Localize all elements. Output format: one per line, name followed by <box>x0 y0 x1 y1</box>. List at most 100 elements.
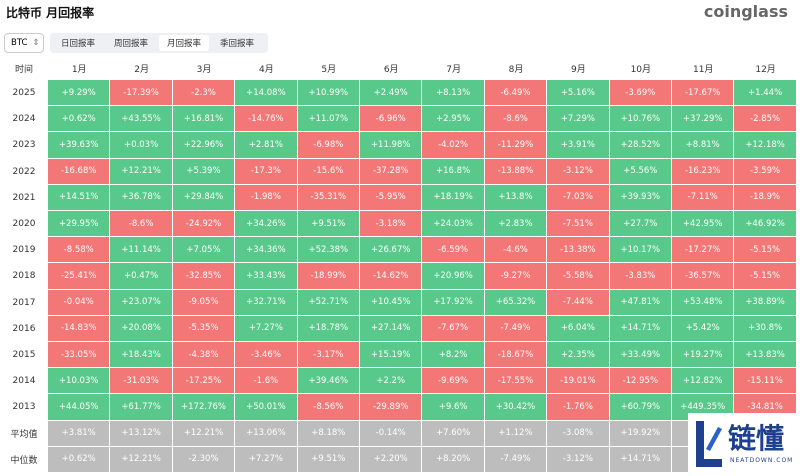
period-tab[interactable]: 周回报率 <box>113 39 148 49</box>
return-cell: +5.39% <box>172 158 235 184</box>
return-cell: -15.6% <box>297 158 359 184</box>
column-header: 1月 <box>71 64 87 75</box>
return-cell: -24.92% <box>172 211 235 237</box>
return-cell: -1.98% <box>235 184 297 210</box>
return-cell: -9.27% <box>484 263 547 289</box>
return-cell: +34.36% <box>235 237 297 263</box>
coin-selector[interactable]: BTC ⇕ <box>4 33 44 53</box>
return-cell: -8.56% <box>297 394 359 420</box>
summary-cell: +1.12% <box>484 420 547 446</box>
return-cell: -11.29% <box>484 132 547 158</box>
return-cell: +12.21% <box>110 158 172 184</box>
return-cell: +2.2% <box>360 368 422 394</box>
return-cell: +2.81% <box>235 132 297 158</box>
return-cell: -9.69% <box>422 368 484 394</box>
return-cell: +10.45% <box>360 289 422 315</box>
column-header: 2月 <box>134 64 149 75</box>
return-cell: -0.04% <box>48 289 110 315</box>
row-label: 2017 <box>12 297 36 308</box>
return-cell: +39.63% <box>48 132 110 158</box>
return-cell: +172.76% <box>172 394 235 420</box>
summary-cell: -3.12% <box>547 446 609 472</box>
return-cell: -16.68% <box>48 158 110 184</box>
row-label: 2025 <box>12 88 36 99</box>
watermark-url: NEATDOWN.COM <box>730 457 794 464</box>
return-cell: +12.18% <box>734 132 796 158</box>
row-label: 2015 <box>12 350 36 361</box>
return-cell: +17.92% <box>422 289 484 315</box>
summary-cell: +13.12% <box>110 420 172 446</box>
return-cell: -5.58% <box>547 263 609 289</box>
return-cell: -19.01% <box>547 368 609 394</box>
return-cell: +33.49% <box>609 342 671 368</box>
return-cell: +1.44% <box>734 80 796 106</box>
return-cell: +28.52% <box>609 132 671 158</box>
return-cell: -1.76% <box>547 394 609 420</box>
return-cell: -31.03% <box>110 368 172 394</box>
return-cell: -3.69% <box>609 80 671 106</box>
return-cell: -3.83% <box>609 263 671 289</box>
watermark-text: 链懂 <box>728 422 785 455</box>
summary-cell: +0.62% <box>48 446 110 472</box>
row-label: 2023 <box>12 140 36 151</box>
return-cell: +7.27% <box>235 315 297 341</box>
period-tab[interactable]: 日回报率 <box>60 39 95 49</box>
row-label: 中位数 <box>10 456 38 467</box>
row-label: 2022 <box>12 166 36 177</box>
column-header: 7月 <box>446 64 461 75</box>
return-cell: -17.67% <box>672 80 734 106</box>
return-cell: +2.35% <box>547 342 609 368</box>
return-cell: +27.14% <box>360 315 422 341</box>
summary-cell: +2.20% <box>360 446 422 472</box>
return-cell: +33.43% <box>235 263 297 289</box>
return-cell: +37.29% <box>672 106 734 132</box>
return-cell: -14.62% <box>360 263 422 289</box>
return-cell: -6.98% <box>297 132 359 158</box>
return-cell: +14.08% <box>235 80 297 106</box>
watermark: 链懂 NEATDOWN.COM <box>688 413 800 476</box>
return-cell: -7.44% <box>547 289 609 315</box>
return-cell: +47.81% <box>609 289 671 315</box>
return-cell: -2.3% <box>172 80 235 106</box>
row-label: 2018 <box>12 271 36 282</box>
return-cell: -1.6% <box>235 368 297 394</box>
return-cell: +44.05% <box>48 394 110 420</box>
return-cell: +26.67% <box>360 237 422 263</box>
return-cell: +10.76% <box>609 106 671 132</box>
row-label: 2020 <box>12 219 36 230</box>
row-label: 2014 <box>12 376 36 387</box>
return-cell: +6.04% <box>547 315 609 341</box>
return-cell: +18.19% <box>422 184 484 210</box>
return-cell: +52.38% <box>297 237 359 263</box>
summary-cell: +12.21% <box>110 446 172 472</box>
period-tab[interactable]: 季回报率 <box>219 39 254 49</box>
return-cell: +11.07% <box>297 106 359 132</box>
return-cell: +50.01% <box>235 394 297 420</box>
return-cell: +10.99% <box>297 80 359 106</box>
return-cell: +65.32% <box>484 289 547 315</box>
return-cell: -25.41% <box>48 263 110 289</box>
return-cell: +11.98% <box>360 132 422 158</box>
return-cell: -4.6% <box>484 237 547 263</box>
return-cell: +2.49% <box>360 80 422 106</box>
return-cell: -4.02% <box>422 132 484 158</box>
return-cell: -6.59% <box>422 237 484 263</box>
summary-cell: +7.60% <box>422 420 484 446</box>
return-cell: -16.23% <box>672 158 734 184</box>
return-cell: -29.89% <box>360 394 422 420</box>
return-cell: -36.57% <box>672 263 734 289</box>
return-cell: +15.19% <box>360 342 422 368</box>
return-cell: +8.13% <box>422 80 484 106</box>
return-cell: +30.42% <box>484 394 547 420</box>
return-cell: -18.99% <box>297 263 359 289</box>
return-cell: +46.92% <box>734 211 796 237</box>
return-cell: +42.95% <box>672 211 734 237</box>
return-cell: +13.83% <box>734 342 796 368</box>
summary-cell: +9.51% <box>297 446 359 472</box>
return-cell: +13.8% <box>484 184 547 210</box>
coin-selector-label: BTC <box>11 38 28 48</box>
period-tab[interactable]: 月回报率 <box>159 35 209 51</box>
return-cell: -5.15% <box>734 263 796 289</box>
return-cell: -12.95% <box>609 368 671 394</box>
